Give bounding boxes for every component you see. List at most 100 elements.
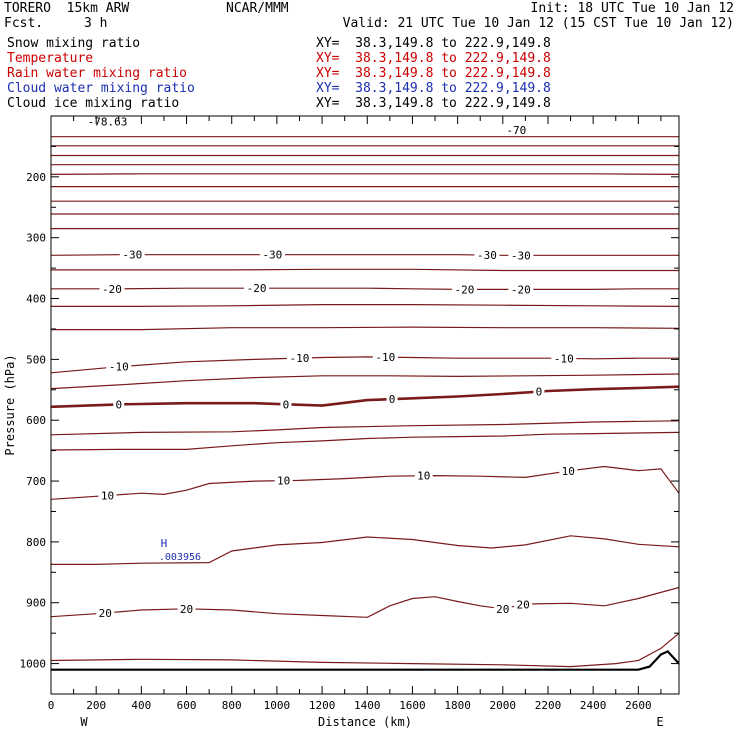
- isotherm-line: [51, 385, 679, 409]
- max-marker-value: .003956: [159, 552, 201, 563]
- isotherm-label-bg: [106, 360, 132, 373]
- field-cross-section-line: XY= 38.3,149.8 to 222.9,149.8: [316, 96, 551, 111]
- isotherm-label-bg: [508, 283, 534, 296]
- isotherm-contour: [51, 535, 679, 565]
- field-name: Cloud water mixing ratio: [7, 81, 195, 96]
- isotherm-label: -30: [262, 249, 282, 262]
- y-tick-label: 1000: [20, 658, 47, 671]
- isotherm-label: 0: [283, 398, 290, 411]
- isotherm-label-bg: [99, 282, 125, 295]
- y-tick-label: 700: [26, 475, 46, 488]
- x-tick-label: 400: [131, 699, 151, 712]
- y-axis-label: Pressure (hPa): [3, 354, 17, 455]
- isotherm-line: [51, 465, 679, 500]
- x-tick-label: 2000: [490, 699, 517, 712]
- isotherm-line: [51, 586, 679, 618]
- isotherm-label-bg: [474, 249, 500, 262]
- x-tick-label: 2600: [625, 699, 652, 712]
- y-tick-label: 500: [26, 353, 46, 366]
- isotherm-label-bg: [177, 602, 196, 615]
- x-tick-label: 1800: [444, 699, 471, 712]
- isotherm-label: -30: [122, 249, 142, 262]
- isotherm-label: -20: [454, 283, 474, 296]
- isotherm-contour: [51, 420, 679, 436]
- isotherm-label: 10: [277, 475, 290, 488]
- field-name: Temperature: [7, 51, 94, 66]
- isotherm-label: 10: [562, 465, 575, 478]
- isotherm-label-bg: [280, 398, 292, 411]
- isotherm-label-bg: [259, 248, 285, 261]
- model-title: TORERO 15km ARW: [4, 1, 130, 16]
- isotherm-label-bg: [286, 352, 312, 365]
- isotherm-contour: [51, 632, 679, 668]
- isotherm-label: 20: [180, 603, 193, 616]
- isotherm-label: 0: [389, 393, 396, 406]
- forecast-label: Fcst.: [4, 16, 44, 31]
- isotherm-label-bg: [514, 598, 533, 611]
- terrain-surface: [51, 650, 679, 671]
- isotherm-label: 20: [99, 607, 112, 620]
- isotherm-label: -30: [511, 249, 531, 262]
- isotherm-label: -10: [109, 361, 129, 374]
- top-contour-label: -70: [506, 124, 526, 137]
- x-tick-label: 800: [222, 699, 242, 712]
- init-time: Init: 18 UTC Tue 10 Jan 12: [530, 1, 735, 16]
- field-cross-section-line: XY= 38.3,149.8 to 222.9,149.8: [316, 66, 551, 81]
- isotherm-line: [51, 356, 679, 374]
- isotherm-line: [51, 254, 679, 256]
- isotherm-label: 20: [496, 603, 509, 616]
- x-tick-label: 1400: [354, 699, 381, 712]
- isotherm-label: 10: [101, 490, 114, 503]
- x-tick-label: 2400: [580, 699, 607, 712]
- isotherm-label-bg: [533, 385, 545, 398]
- isotherm-contour: [51, 431, 679, 451]
- isotherm-label: 0: [536, 386, 543, 399]
- isotherm-label: -20: [247, 282, 267, 295]
- isotherm-label: 0: [115, 398, 122, 411]
- isotherm-label: -20: [511, 283, 531, 296]
- isotherm-contour: [51, 173, 679, 175]
- west-end-label: W: [80, 715, 88, 729]
- isotherm-label-bg: [414, 469, 433, 482]
- isotherm-line: [51, 287, 679, 290]
- y-tick-label: 800: [26, 536, 46, 549]
- field-name: Snow mixing ratio: [7, 36, 141, 51]
- isotherm-label-bg: [372, 351, 398, 364]
- x-tick-label: 0: [48, 699, 55, 712]
- x-tick-label: 2200: [535, 699, 562, 712]
- isotherm-label-bg: [274, 474, 293, 487]
- isotherm-contour: [51, 304, 679, 307]
- field-name: Cloud ice mixing ratio: [7, 96, 180, 111]
- x-tick-label: 1000: [264, 699, 291, 712]
- isotherm-label-bg: [119, 248, 145, 261]
- isotherm-label-bg: [493, 602, 512, 615]
- isotherm-label-bg: [386, 393, 398, 406]
- east-end-label: E: [656, 715, 663, 729]
- isotherm-label-bg: [451, 283, 477, 296]
- isotherm-label-bg: [113, 398, 125, 411]
- isotherm-label-bg: [559, 465, 578, 478]
- max-marker-symbol: H: [161, 537, 168, 550]
- isotherm-label: -10: [375, 351, 395, 364]
- isotherm-label-bg: [508, 249, 534, 262]
- valid-time: Valid: 21 UTC Tue 10 Jan 12 (15 CST Tue …: [342, 16, 734, 31]
- field-cross-section-line: XY= 38.3,149.8 to 222.9,149.8: [316, 36, 551, 51]
- field-name: Rain water mixing ratio: [7, 66, 188, 81]
- isotherm-label-bg: [98, 489, 117, 502]
- field-cross-section-line: XY= 38.3,149.8 to 222.9,149.8: [316, 51, 551, 66]
- isotherm-label: -10: [554, 352, 574, 365]
- isotherm-label-bg: [96, 606, 115, 619]
- y-tick-label: 600: [26, 414, 46, 427]
- x-tick-label: 600: [177, 699, 197, 712]
- top-contour-label-bg: [504, 123, 529, 136]
- y-tick-label: 300: [26, 232, 46, 245]
- isotherm-contour: [51, 268, 679, 272]
- isotherm-label: 10: [417, 470, 430, 483]
- plot-frame: [50, 115, 680, 695]
- field-cross-section-line: XY= 38.3,149.8 to 222.9,149.8: [316, 81, 551, 96]
- isotherm-contour: [51, 373, 679, 390]
- y-tick-label: 400: [26, 293, 46, 306]
- top-minimum-label: -78.63: [88, 115, 128, 128]
- isotherm-label: -20: [102, 283, 122, 296]
